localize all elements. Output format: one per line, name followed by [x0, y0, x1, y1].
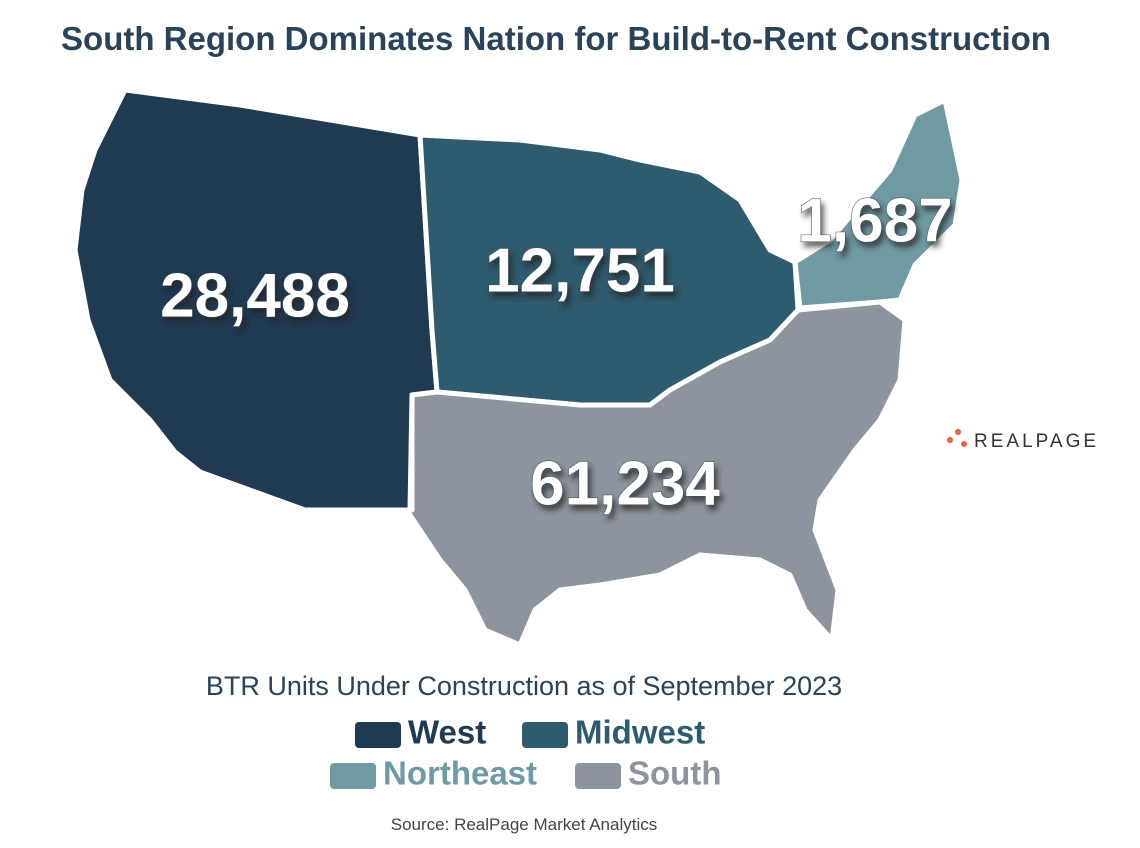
- legend-swatch: [522, 722, 568, 748]
- legend-label: Midwest: [575, 714, 705, 751]
- legend-swatch: [330, 763, 376, 789]
- legend-swatch: [575, 763, 621, 789]
- region-value: 12,751: [485, 236, 675, 305]
- title: South Region Dominates Nation for Build-…: [61, 20, 1051, 57]
- legend-label: Northeast: [383, 755, 537, 792]
- logo: REALPAGE: [947, 429, 1099, 452]
- region-value: 1,687: [797, 186, 952, 255]
- logo-dot: [947, 437, 953, 443]
- legend-label: West: [408, 714, 486, 751]
- logo-dot: [961, 441, 967, 447]
- region: [352, 299, 908, 648]
- legend: West Midwest Northeast South: [330, 714, 721, 792]
- region-labels: 28,488 12,751 1,687 61,234: [160, 186, 953, 519]
- logo-dot: [955, 429, 961, 435]
- logo-text: REALPAGE: [974, 431, 1099, 452]
- region-value: 61,234: [530, 449, 720, 518]
- legend-swatch: [355, 722, 401, 748]
- source: Source: RealPage Market Analytics: [391, 815, 657, 834]
- map: [72, 87, 965, 648]
- region-value: 28,488: [160, 261, 350, 330]
- subtitle: BTR Units Under Construction as of Septe…: [206, 671, 842, 701]
- legend-label: South: [628, 755, 721, 792]
